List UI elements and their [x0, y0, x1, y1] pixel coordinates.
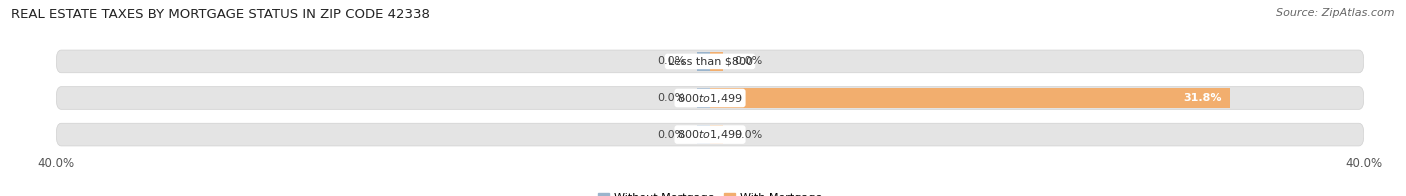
Bar [710, 125, 723, 144]
Bar [710, 52, 723, 71]
FancyBboxPatch shape [56, 50, 1364, 73]
Text: Less than $800: Less than $800 [668, 56, 752, 66]
Bar [697, 125, 710, 144]
Text: REAL ESTATE TAXES BY MORTGAGE STATUS IN ZIP CODE 42338: REAL ESTATE TAXES BY MORTGAGE STATUS IN … [11, 8, 430, 21]
Bar [697, 52, 710, 71]
Text: 0.0%: 0.0% [734, 130, 763, 140]
Text: 31.8%: 31.8% [1182, 93, 1222, 103]
Bar [710, 88, 1230, 108]
Text: $800 to $1,499: $800 to $1,499 [678, 128, 742, 141]
Text: 0.0%: 0.0% [657, 93, 686, 103]
Text: 0.0%: 0.0% [657, 130, 686, 140]
Text: 0.0%: 0.0% [734, 56, 763, 66]
FancyBboxPatch shape [56, 87, 1364, 109]
Text: $800 to $1,499: $800 to $1,499 [678, 92, 742, 104]
Text: Source: ZipAtlas.com: Source: ZipAtlas.com [1277, 8, 1395, 18]
FancyBboxPatch shape [56, 123, 1364, 146]
Text: 0.0%: 0.0% [657, 56, 686, 66]
Bar [697, 88, 710, 108]
Legend: Without Mortgage, With Mortgage: Without Mortgage, With Mortgage [593, 188, 827, 196]
